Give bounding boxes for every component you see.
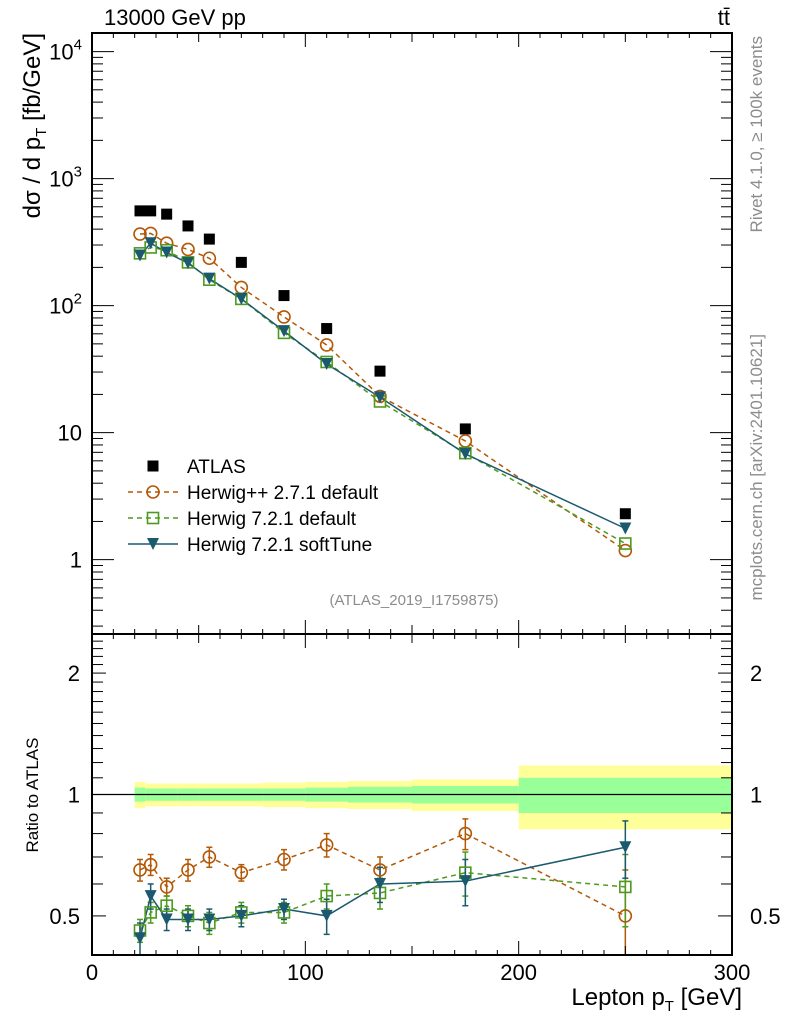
ratio-marker [618, 909, 633, 923]
ratio-marker [234, 865, 249, 880]
y-axis-label: dσ / d pT [fb/GeV] [19, 33, 50, 218]
ratio-marker [160, 913, 173, 926]
main-marker [374, 391, 386, 404]
y-tick-label: 104 [49, 37, 82, 65]
ratio-marker [619, 841, 632, 854]
legend-label: Herwig++ 2.7.1 default [187, 483, 379, 504]
ratio-marker [181, 863, 195, 877]
ratio-marker [374, 877, 386, 890]
legend-label: Herwig 7.2.1 default [187, 509, 357, 530]
y-tick-label: 10 [58, 421, 82, 446]
main-marker [320, 358, 333, 371]
x-tick-label: 200 [500, 960, 537, 985]
main-marker [133, 227, 147, 241]
ratio-marker [320, 889, 333, 903]
x-tick-label: 300 [714, 960, 751, 985]
main-marker [160, 246, 173, 259]
main-marker [619, 508, 631, 520]
legend-marker [147, 538, 159, 550]
ratio-marker [159, 880, 174, 894]
ratio-y-tick-label-right: 2 [750, 661, 762, 686]
main-marker [181, 242, 195, 257]
main-marker [144, 237, 157, 250]
ratio-marker [320, 909, 333, 922]
analysis-annotation: (ATLAS_2019_I1759875) [329, 592, 498, 609]
main-marker [459, 423, 471, 435]
legend-label: Herwig 7.2.1 softTune [187, 535, 372, 556]
main-marker [619, 522, 632, 535]
main-marker [618, 543, 633, 558]
main-marker [145, 205, 157, 217]
ratio-y-axis-label: Ratio to ATLAS [23, 738, 42, 853]
ratio-marker [160, 899, 173, 913]
ratio-marker [202, 850, 217, 864]
title-right: tt̄ [718, 5, 730, 30]
x-tick-label: 0 [86, 960, 98, 985]
ratio-marker [235, 909, 248, 922]
ratio-marker [459, 875, 472, 888]
main-marker [182, 257, 194, 270]
ratio-marker [373, 863, 387, 877]
title-left: 13000 GeV pp [104, 5, 246, 30]
main-marker [235, 256, 247, 268]
ratio-marker [319, 838, 334, 852]
main-marker [202, 251, 217, 266]
main-marker [619, 537, 632, 550]
ratio-y-tick-label-right: 0.5 [750, 904, 781, 929]
ratio-band-inner [518, 777, 732, 813]
main-marker [161, 208, 173, 220]
ratio-marker [619, 880, 632, 894]
main-marker [374, 365, 386, 377]
y-tick-label: 102 [49, 291, 82, 319]
main-marker [235, 292, 248, 305]
legend-label: ATLAS [187, 457, 246, 478]
legend-marker [147, 460, 159, 472]
main-marker [278, 325, 290, 338]
ratio-y-tick-label: 2 [68, 661, 80, 686]
main-marker [134, 249, 146, 262]
ratio-y-tick-label-right: 1 [750, 783, 762, 808]
main-marker [134, 205, 146, 217]
ratio-y-tick-label: 1 [68, 783, 80, 808]
y-tick-label: 103 [49, 164, 82, 192]
ratio-marker [182, 913, 194, 926]
x-axis-label: Lepton pT [GeV] [571, 984, 742, 1015]
main-marker [182, 220, 194, 232]
main-marker [459, 447, 472, 460]
main-marker [203, 233, 215, 245]
main-marker [319, 338, 334, 352]
main-series-line [139, 232, 626, 552]
ratio-marker [133, 863, 147, 877]
main-marker [278, 290, 290, 302]
ratio-marker [144, 890, 157, 903]
y-tick-label: 1 [70, 548, 82, 573]
main-marker [277, 310, 291, 324]
mcplots-label: mcplots.cern.ch [arXiv:2401.10621] [747, 334, 766, 600]
legend-marker [146, 511, 160, 525]
main-marker [203, 272, 216, 285]
ratio-marker [458, 826, 473, 841]
ratio-y-tick-label: 0.5 [49, 904, 80, 929]
ratio-marker [278, 903, 290, 916]
ratio-marker [144, 906, 157, 919]
rivet-label: Rivet 4.1.0, ≥ 100k events [747, 36, 766, 232]
main-marker [321, 323, 333, 335]
legend-marker [146, 485, 160, 499]
ratio-marker [143, 857, 158, 872]
ratio-marker [277, 852, 291, 867]
ratio-marker [203, 913, 216, 926]
ratio-marker [134, 932, 146, 945]
x-tick-label: 100 [287, 960, 324, 985]
ratio-uncertainty-bands [92, 765, 732, 830]
